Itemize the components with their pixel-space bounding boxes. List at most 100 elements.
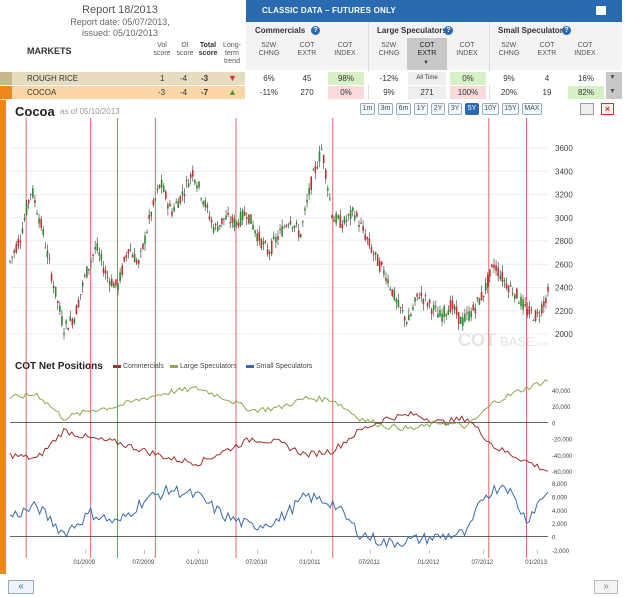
candle-body (86, 266, 88, 278)
candle-body (154, 198, 157, 200)
help-icon[interactable]: ? (444, 26, 453, 35)
x-tick-label: 01/2012 (418, 560, 440, 566)
candle-body (183, 194, 186, 197)
candle-body (177, 201, 180, 208)
candle-body (237, 222, 240, 227)
subcol-cot-extr-selected[interactable]: COT EXTR (417, 42, 437, 57)
candle-body (189, 174, 192, 178)
expand-down-icon[interactable]: ▼ (609, 88, 616, 95)
candle-body (370, 247, 373, 253)
candle-body (320, 148, 323, 150)
candle-body (462, 317, 464, 326)
cot-tick-label: -40,000 (552, 454, 573, 460)
candle-body (36, 213, 38, 215)
subcol-52w-chng[interactable]: 52W CHNG (378, 42, 400, 57)
candle-body (214, 224, 217, 226)
cell: 45 (302, 74, 312, 83)
candle-body (256, 233, 258, 242)
range-button-5y[interactable]: 5Y (465, 103, 479, 115)
group-commercials: Commercials (255, 26, 306, 35)
candle-body (34, 200, 36, 203)
x-tick-label: 01/2013 (525, 560, 547, 566)
print-icon[interactable] (596, 6, 606, 15)
market-row-cocoa[interactable]: COCOA -3 -4 -7 ▲ (0, 86, 245, 99)
range-button-3y[interactable]: 3Y (448, 103, 462, 115)
range-button-2y[interactable]: 2Y (431, 103, 445, 115)
cocoa-chart[interactable]: COT BASE .com 2000 2200 2400 2600 2800 3000 32… (0, 118, 625, 580)
candle-body (543, 301, 545, 307)
help-icon[interactable]: ? (311, 26, 320, 35)
subcol-52w-chng[interactable]: 52W CHNG (498, 42, 520, 57)
x-tick-label: 01/2009 (73, 560, 95, 566)
range-button-10y[interactable]: 10Y (482, 103, 499, 115)
subcol-cot-extr[interactable]: COT EXTR (297, 42, 317, 57)
candle-body (335, 213, 337, 224)
range-button-15y[interactable]: 15Y (502, 103, 519, 115)
small-tick-label: 6,000 (552, 495, 568, 501)
cell: 20% (500, 88, 517, 97)
sort-down-icon: ▼ (423, 60, 429, 66)
x-tick-label: 01/2011 (299, 560, 321, 566)
candle-body (63, 332, 65, 335)
scroll-left-button[interactable]: « (8, 580, 34, 594)
range-button-6m[interactable]: 6m (396, 103, 411, 115)
legend-small-spec-swatch (246, 365, 254, 368)
candle-body (451, 300, 454, 309)
range-button-1y[interactable]: 1Y (414, 103, 428, 115)
candle-body (216, 226, 219, 232)
candle-body (412, 307, 414, 310)
help-icon[interactable]: ? (562, 26, 571, 35)
subcol-cot-extr[interactable]: COT EXTR (537, 42, 557, 57)
candle-body (464, 313, 466, 322)
close-icon[interactable]: × (601, 103, 614, 115)
price-tick-label: 2200 (555, 307, 573, 316)
candle-body (131, 254, 134, 258)
candle-body (470, 311, 472, 318)
small-tick-label: 8,000 (552, 482, 568, 488)
subcol-cot-index[interactable]: COT INDEX (456, 42, 478, 57)
x-tick-label: 01/2010 (186, 560, 208, 566)
candle-body (152, 200, 155, 206)
candle-body (447, 310, 450, 315)
candle-body (200, 198, 202, 200)
print-icon[interactable] (580, 103, 594, 115)
subcol-cot-index[interactable]: COT INDEX (334, 42, 356, 57)
candle-body (283, 227, 285, 229)
candle-body (121, 265, 123, 275)
divider (489, 22, 490, 100)
candle-body (331, 215, 333, 218)
range-button-1m[interactable]: 1m (360, 103, 375, 115)
candle-body (194, 180, 196, 184)
candle-body (505, 283, 508, 289)
candle-body (358, 224, 360, 228)
candle-body (65, 320, 67, 324)
row-expander[interactable] (606, 72, 622, 99)
cell: 19 (542, 88, 552, 97)
candle-body (540, 304, 543, 314)
cot-tick-label: -20,000 (552, 438, 573, 444)
candle-body (538, 315, 541, 317)
legend-large-speculators: Large Speculators (180, 363, 237, 370)
cell: -12% (379, 74, 399, 83)
range-button-max[interactable]: MAX (522, 103, 542, 115)
candle-body (38, 218, 40, 224)
subcol-cot-index[interactable]: COT INDEX (574, 42, 596, 57)
report-date: Report date: 05/07/2013, (70, 17, 170, 27)
candle-body (100, 254, 103, 261)
subcol-52w-chng[interactable]: 52W CHNG (258, 42, 280, 57)
candle-body (327, 188, 329, 191)
cot-tick-label: -60,000 (552, 470, 573, 476)
candle-body (218, 225, 221, 227)
candle-body (42, 229, 45, 235)
cell: 0% (328, 86, 364, 99)
scroll-right-button[interactable]: » (594, 580, 618, 594)
candle-body (401, 310, 404, 312)
market-row-rough-rice[interactable]: ROUGH RICE 1 -4 -3 ▼ (0, 72, 245, 85)
range-button-3m[interactable]: 3m (378, 103, 393, 115)
x-tick-label: 07/2010 (245, 560, 267, 566)
candle-body (329, 198, 331, 200)
expand-down-icon[interactable]: ▼ (609, 74, 616, 81)
candle-body (29, 193, 32, 195)
chart-title: Cocoa (15, 104, 55, 119)
oi-score: -4 (180, 74, 188, 83)
